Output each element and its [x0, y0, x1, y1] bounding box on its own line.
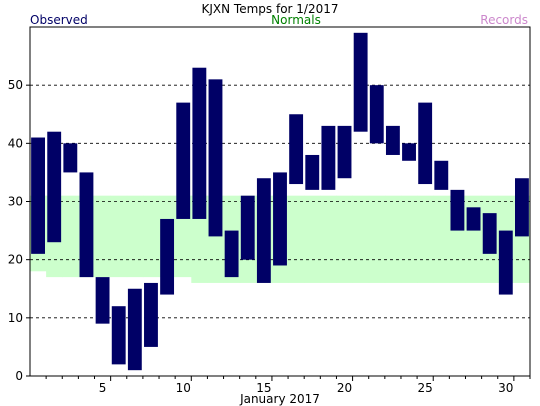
normal-range-day-25 — [417, 195, 434, 283]
y-tick-label-10: 10 — [8, 311, 23, 325]
observed-bar-day-17 — [289, 114, 304, 185]
observed-bar-day-2 — [47, 131, 62, 243]
observed-bar-day-21 — [353, 32, 368, 132]
observed-bar-day-18 — [305, 154, 320, 190]
observed-bar-day-8 — [144, 282, 158, 347]
y-tick-label-20: 20 — [8, 253, 23, 267]
y-tick-label-30: 30 — [8, 195, 23, 209]
legend-observed: Observed — [30, 13, 88, 27]
observed-bar-day-4 — [79, 172, 94, 278]
normal-range-day-26 — [433, 195, 450, 283]
normal-range-day-8 — [142, 195, 160, 278]
normal-range-day-17 — [288, 195, 305, 283]
observed-bar-day-5 — [95, 277, 110, 324]
observed-bar-day-29 — [482, 213, 497, 254]
observed-bar-day-11 — [192, 67, 207, 219]
axis-group: 0 10 20 30 40 50 5 10 15 20 25 30 — [8, 78, 531, 395]
observed-bar-day-31 — [515, 178, 529, 237]
x-tick-label-15: 15 — [256, 381, 271, 395]
observed-bars-group — [31, 32, 529, 371]
observed-bar-day-13 — [224, 230, 239, 278]
y-tick-label-0: 0 — [15, 369, 23, 383]
gridlines-group — [30, 84, 530, 319]
observed-bar-day-15 — [256, 178, 271, 283]
legend-records: Records — [480, 13, 528, 27]
y-tick-label-40: 40 — [8, 136, 23, 150]
observed-bar-day-27 — [450, 189, 465, 231]
normal-range-day-21 — [352, 195, 370, 283]
observed-bar-day-28 — [466, 207, 481, 231]
normal-range-day-18 — [304, 195, 321, 283]
normal-range-day-6 — [110, 195, 128, 278]
observed-bar-day-6 — [111, 306, 126, 365]
observed-bar-day-22 — [369, 85, 384, 144]
observed-bar-day-1 — [31, 137, 45, 254]
x-axis-label: January 2017 — [239, 392, 320, 406]
observed-bar-day-30 — [498, 230, 513, 295]
normal-range-day-23 — [384, 195, 402, 283]
normal-range-day-20 — [336, 195, 354, 283]
observed-bar-day-3 — [63, 143, 78, 173]
observed-bar-day-19 — [321, 125, 336, 190]
y-tick-label-50: 50 — [8, 78, 23, 92]
legend-normals: Normals — [271, 13, 321, 27]
observed-bar-day-9 — [160, 218, 175, 295]
observed-bar-day-24 — [402, 143, 416, 161]
normal-range-day-7 — [126, 195, 144, 278]
observed-bar-day-10 — [176, 102, 191, 219]
x-tick-label-20: 20 — [337, 381, 352, 395]
normal-range-day-19 — [320, 195, 337, 283]
normal-range-day-24 — [400, 195, 418, 283]
normal-range-day-5 — [94, 195, 112, 278]
chart-title: KJXN Temps for 1/2017 — [202, 2, 339, 16]
observed-bar-day-23 — [385, 125, 400, 155]
observed-bar-day-25 — [418, 102, 433, 185]
observed-bar-day-12 — [208, 79, 223, 237]
observed-bar-day-16 — [273, 172, 287, 266]
observed-bar-day-7 — [127, 288, 142, 371]
normal-range-day-22 — [368, 195, 386, 283]
observed-bar-day-20 — [337, 125, 352, 179]
x-tick-label-30: 30 — [498, 381, 513, 395]
normal-range-day-3 — [62, 195, 79, 278]
x-tick-label-25: 25 — [418, 381, 433, 395]
x-tick-label-5: 5 — [99, 381, 107, 395]
observed-bar-day-14 — [240, 195, 255, 260]
x-tick-label-10: 10 — [176, 381, 191, 395]
observed-bar-day-26 — [434, 160, 449, 190]
